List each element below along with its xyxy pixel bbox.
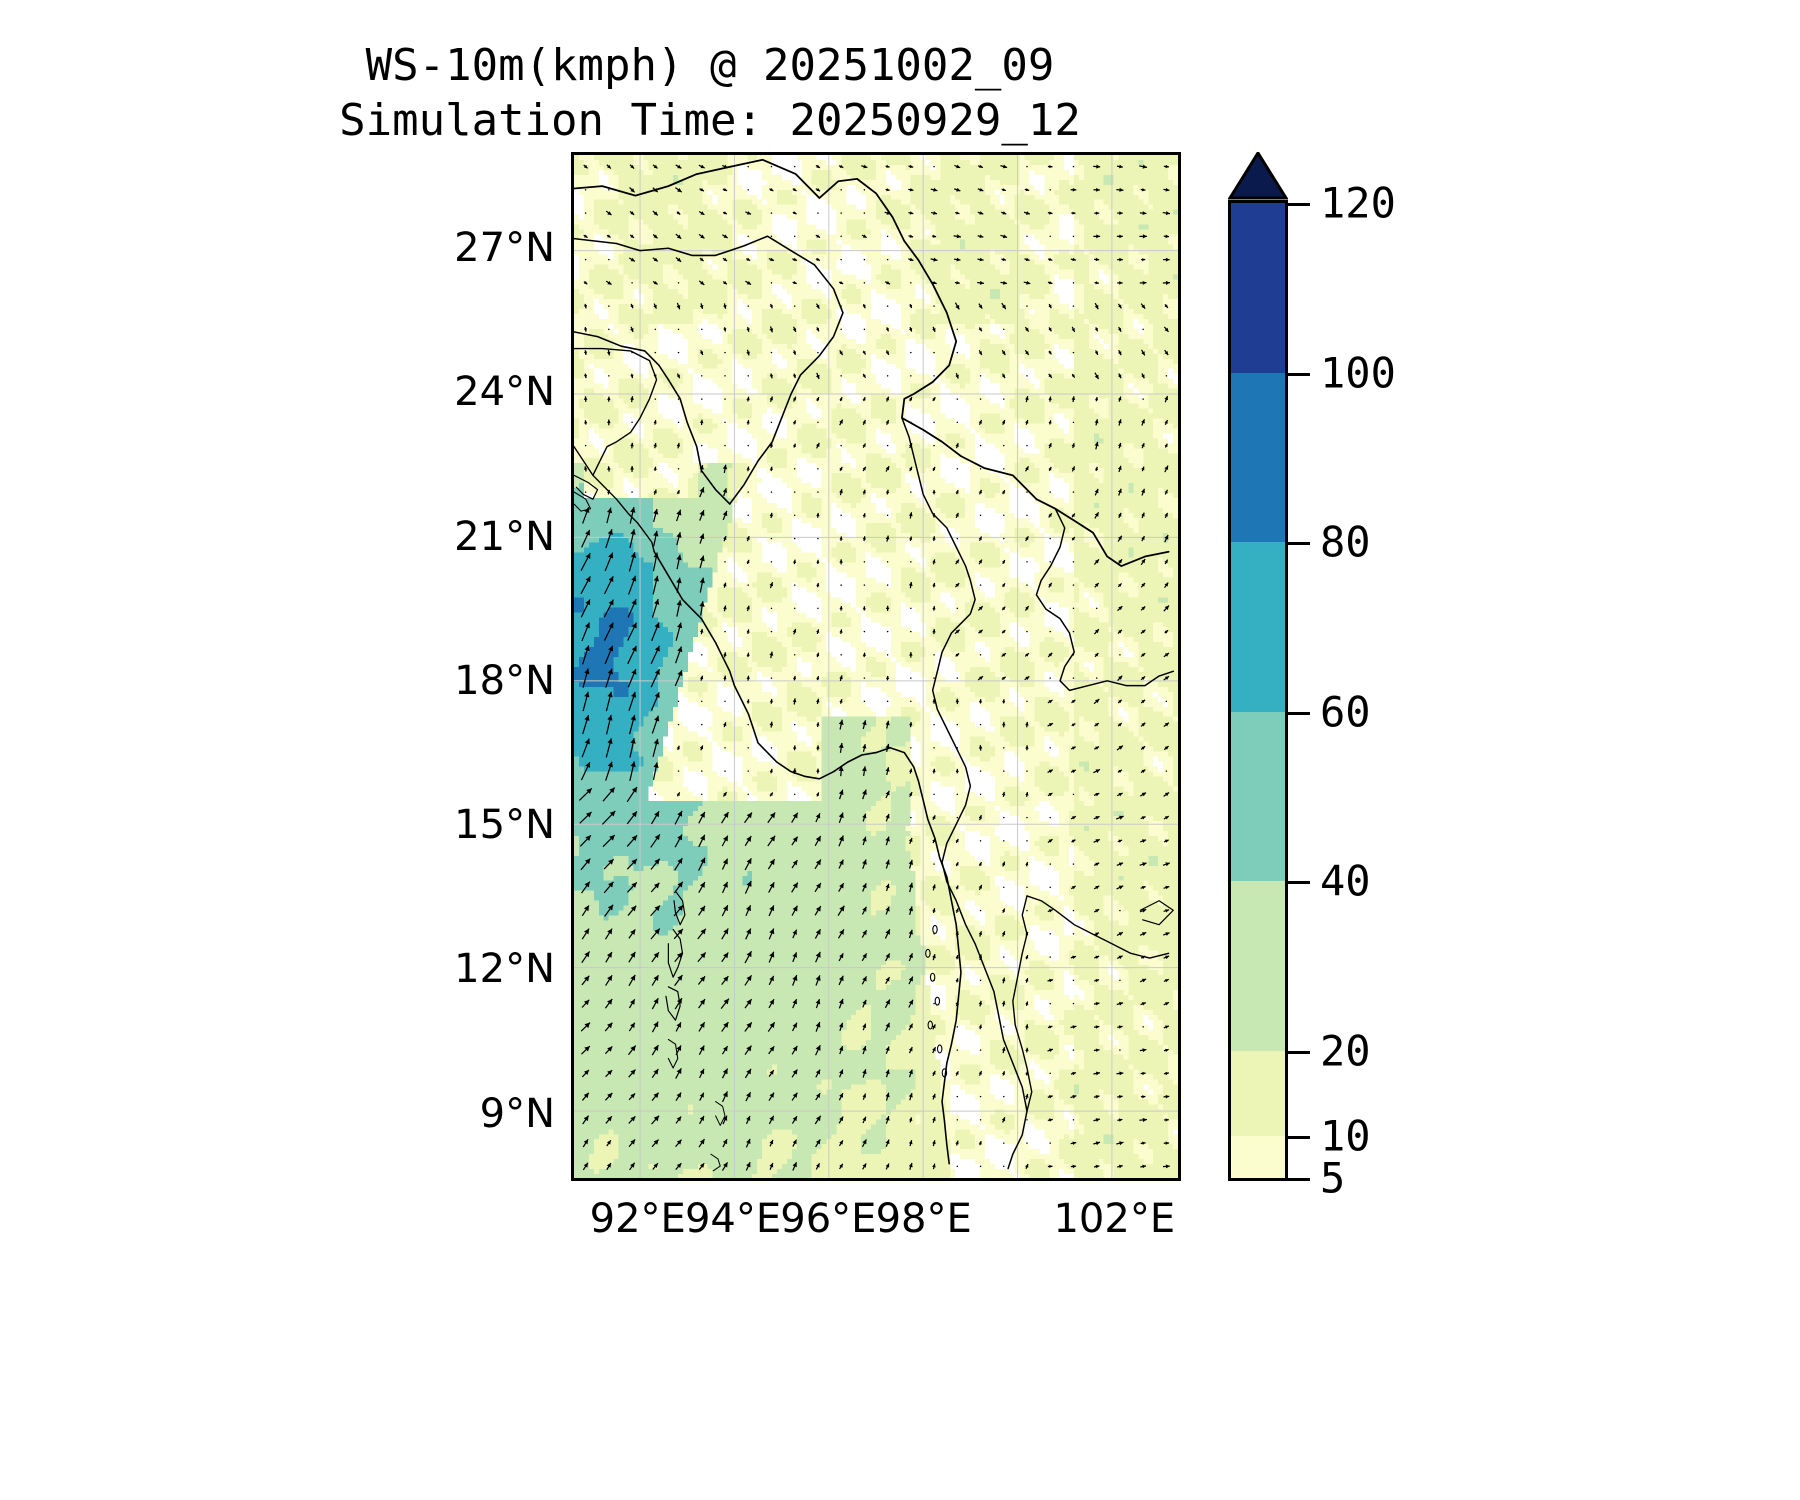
- colorbar-tick-label: 5: [1320, 1154, 1345, 1203]
- latitude-tick-label: 15°N: [454, 802, 555, 848]
- longitude-axis: 92°E 94°E 96°E 98°E 102°E: [571, 1196, 1181, 1266]
- longitude-tick-label: 102°E: [1053, 1196, 1175, 1242]
- longitude-tick-label: 94°E: [685, 1196, 781, 1242]
- colorbar-tick: [1288, 203, 1310, 206]
- colorbar-tick: [1288, 1051, 1310, 1054]
- colorbar-tick-label: 120: [1320, 179, 1396, 228]
- colorbar: 120 100 80 60 40 20 10 5: [1228, 152, 1568, 1181]
- colorbar-tick-label: 100: [1320, 348, 1396, 397]
- title-line-1: WS-10m(kmph) @ 20251002_09: [0, 38, 1420, 93]
- longitude-tick-label: 96°E: [780, 1196, 876, 1242]
- latitude-tick-label: 21°N: [454, 514, 555, 560]
- colorbar-segment: [1231, 712, 1285, 882]
- colorbar-segment: [1231, 881, 1285, 1051]
- colorbar-tick: [1288, 373, 1310, 376]
- colorbar-tick: [1288, 542, 1310, 545]
- colorbar-segment: [1231, 373, 1285, 543]
- colorbar-segment: [1231, 203, 1285, 373]
- chart-title: WS-10m(kmph) @ 20251002_09 Simulation Ti…: [0, 38, 1420, 148]
- longitude-tick-label: 92°E: [590, 1196, 686, 1242]
- colorbar-gradient: [1228, 200, 1288, 1181]
- colorbar-tick-label: 80: [1320, 518, 1371, 567]
- colorbar-tick: [1288, 1136, 1310, 1139]
- colorbar-segment: [1231, 542, 1285, 712]
- colorbar-segment: [1231, 1136, 1285, 1178]
- wind-speed-field: [574, 155, 1178, 1178]
- latitude-tick-label: 18°N: [454, 658, 555, 704]
- latitude-tick-label: 27°N: [454, 225, 555, 271]
- colorbar-tick-label: 40: [1320, 857, 1371, 906]
- colorbar-extend-arrow-icon: [1228, 152, 1288, 200]
- latitude-tick-label: 24°N: [454, 369, 555, 415]
- map-plot-area: [571, 152, 1181, 1181]
- longitude-tick-label: 98°E: [876, 1196, 972, 1242]
- colorbar-tick-label: 60: [1320, 687, 1371, 736]
- colorbar-tick: [1288, 881, 1310, 884]
- wind-speed-map: [574, 155, 1178, 1178]
- colorbar-tick: [1288, 712, 1310, 715]
- latitude-tick-label: 12°N: [454, 946, 555, 992]
- colorbar-tick: [1288, 1178, 1310, 1181]
- latitude-tick-label: 9°N: [480, 1091, 555, 1137]
- colorbar-tick-label: 20: [1320, 1026, 1371, 1075]
- colorbar-segment: [1231, 1051, 1285, 1136]
- latitude-axis: 27°N 24°N 21°N 18°N 15°N 12°N 9°N: [330, 152, 555, 1181]
- title-line-2: Simulation Time: 20250929_12: [0, 93, 1420, 148]
